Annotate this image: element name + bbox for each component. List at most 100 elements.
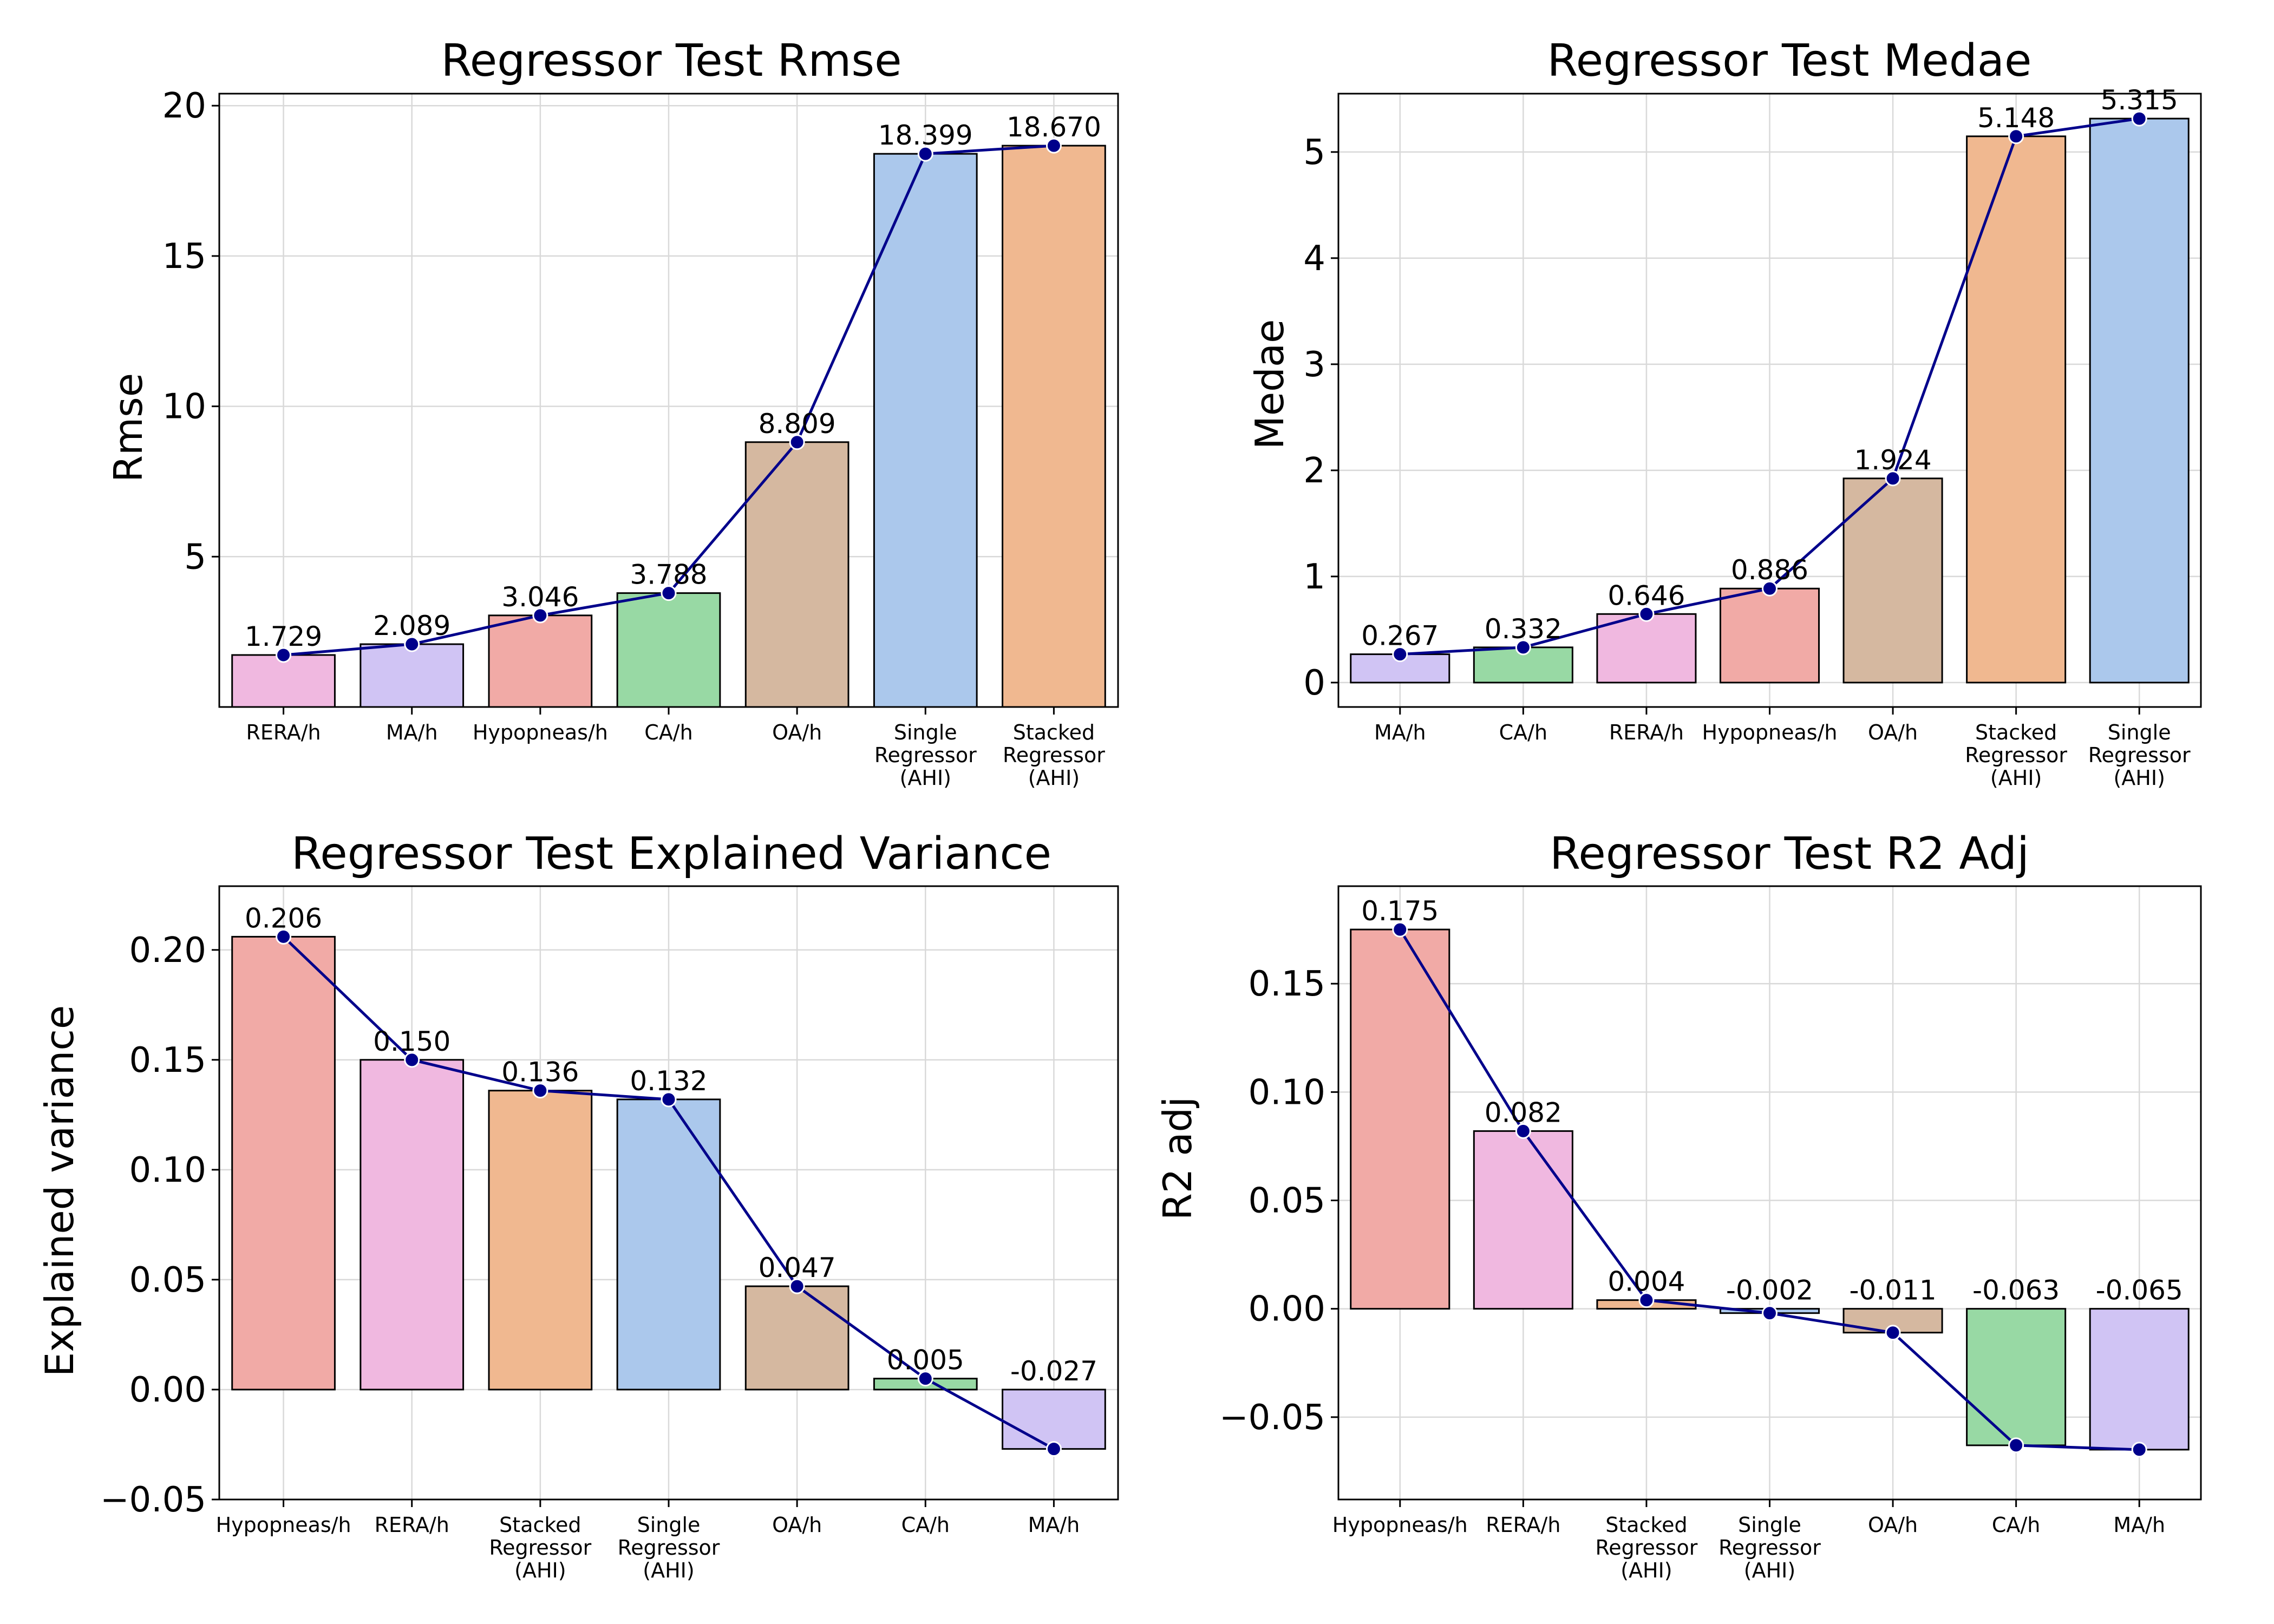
y-axis-label: Rmse xyxy=(106,373,151,482)
data-label: 5.315 xyxy=(2101,84,2178,116)
data-label: 0.082 xyxy=(1485,1097,1562,1128)
x-tick-label-line: Regressor xyxy=(489,1536,591,1560)
series-marker xyxy=(1515,1123,1531,1139)
series-marker xyxy=(789,434,805,450)
series-marker xyxy=(917,146,933,162)
x-tick-label-line: (AHI) xyxy=(643,1558,694,1582)
data-label: 0.005 xyxy=(887,1345,964,1376)
series-marker xyxy=(276,647,292,663)
x-tick-label: RERA/h xyxy=(246,721,321,744)
y-tick-label: 3 xyxy=(1303,345,1325,385)
series-marker xyxy=(1762,1305,1778,1321)
x-tick-label: MA/h xyxy=(2113,1513,2165,1537)
chart-medae: Regressor Test Medae Medae 0.267 0.332 0.6… xyxy=(1247,35,2202,790)
x-tick-label-line: Single xyxy=(1738,1513,1801,1537)
x-tick-label: Hypopneas/h xyxy=(473,721,608,744)
y-axis-label: R2 adj xyxy=(1155,1097,1200,1221)
data-label: 0.886 xyxy=(1731,554,1808,586)
x-tick-label: Stacked Regressor (AHI) xyxy=(1965,721,2067,790)
y-axis-label: Explained variance xyxy=(37,1005,82,1377)
data-label: -0.063 xyxy=(1972,1275,2060,1306)
chart-title: Regressor Test Medae xyxy=(1547,35,2031,87)
series-marker xyxy=(1885,470,1901,487)
x-tick-label-line: Regressor xyxy=(2088,743,2191,767)
bar xyxy=(2089,117,2190,684)
y-tick-label: 0.20 xyxy=(129,931,207,971)
y-tick-label: 0.15 xyxy=(1249,964,1326,1004)
x-tick-label: RERA/h xyxy=(1486,1513,1560,1537)
chart-r2-adj: Regressor Test R2 Adj R2 adj 0.175 0.082 0… xyxy=(1155,828,2202,1582)
series-marker xyxy=(1762,580,1778,597)
bar xyxy=(1473,1130,1573,1310)
x-tick-label-line: CA/h xyxy=(644,721,692,744)
x-tick-label-line: (AHI) xyxy=(2113,766,2165,790)
series-marker xyxy=(661,1091,677,1108)
y-tick-label: 1 xyxy=(1303,557,1325,597)
bar xyxy=(1002,145,1106,708)
y-tick-label: 0.15 xyxy=(129,1040,207,1081)
x-tick-label-line: CA/h xyxy=(1992,1513,2040,1537)
x-tick-label-line: Hypopneas/h xyxy=(1332,1513,1468,1537)
series-marker xyxy=(2131,110,2147,127)
bar xyxy=(1842,477,1943,684)
x-tick-label: OA/h xyxy=(1868,1513,1918,1537)
series-marker xyxy=(661,585,677,601)
bar xyxy=(488,614,593,708)
x-tick-label-line: (AHI) xyxy=(1744,1558,1795,1582)
x-tick-label-line: (AHI) xyxy=(1028,766,1080,790)
x-tick-label: Single Regressor (AHI) xyxy=(874,721,977,790)
x-tick-label-line: RERA/h xyxy=(246,721,321,744)
x-tick-label-line: MA/h xyxy=(1374,721,1426,744)
x-tick-label: OA/h xyxy=(772,721,822,744)
bar xyxy=(1966,1308,2067,1446)
x-tick-label-line: (AHI) xyxy=(1990,766,2042,790)
series-marker xyxy=(2008,128,2024,145)
data-label: 0.132 xyxy=(630,1065,707,1097)
x-tick-label: CA/h xyxy=(1992,1513,2040,1537)
data-label: 0.332 xyxy=(1485,613,1562,645)
data-label: 2.089 xyxy=(373,610,450,641)
y-tick-label: 0.05 xyxy=(1249,1181,1326,1221)
chart-title: Regressor Test Explained Variance xyxy=(291,828,1051,880)
x-tick-label-line: RERA/h xyxy=(1486,1513,1560,1537)
series-marker xyxy=(2131,1442,2147,1458)
x-tick-label-line: Stacked xyxy=(499,1513,581,1537)
bar xyxy=(744,441,850,708)
bar xyxy=(488,1090,593,1391)
series-marker xyxy=(404,1052,420,1068)
x-tick-label-line: Hypopneas/h xyxy=(216,1513,351,1537)
data-label: 18.670 xyxy=(1007,112,1101,143)
x-tick-label: RERA/h xyxy=(1609,721,1684,744)
x-tick-label: Hypopneas/h xyxy=(1702,721,1838,744)
data-label: 0.175 xyxy=(1361,895,1439,927)
data-label: 0.150 xyxy=(373,1026,450,1057)
data-label: 8.809 xyxy=(759,408,836,440)
data-label: -0.002 xyxy=(1726,1275,1813,1306)
chart-title: Regressor Test Rmse xyxy=(441,35,901,87)
bar xyxy=(1596,613,1697,684)
bar xyxy=(360,643,465,708)
x-tick-label-line: Single xyxy=(2108,721,2171,744)
data-label: 0.136 xyxy=(501,1057,579,1088)
x-tick-label-line: RERA/h xyxy=(375,1513,449,1537)
bar xyxy=(616,1098,721,1391)
y-tick-label: 0.00 xyxy=(129,1370,207,1410)
x-tick-label-line: Hypopneas/h xyxy=(1702,721,1838,744)
series-marker xyxy=(2008,1437,2024,1453)
x-tick-label-line: Single xyxy=(894,721,957,744)
y-tick-label: 4 xyxy=(1303,239,1325,279)
bars xyxy=(1350,928,2190,1451)
x-tick-label: Single Regressor (AHI) xyxy=(2088,721,2191,790)
bar xyxy=(1719,587,1820,684)
x-tick-label-line: RERA/h xyxy=(1609,721,1684,744)
y-tick-label: 10 xyxy=(162,387,206,427)
bar xyxy=(231,935,336,1391)
x-tick-label-line: (AHI) xyxy=(900,766,951,790)
chart-rmse: Regressor Test Rmse Rmse 1.729 2.089 3.046… xyxy=(106,35,1119,790)
series-marker xyxy=(1045,1441,1062,1457)
x-tick-label: MA/h xyxy=(1374,721,1426,744)
x-tick-label: CA/h xyxy=(644,721,692,744)
x-tick-label: Hypopneas/h xyxy=(216,1513,351,1537)
data-label: 3.788 xyxy=(630,559,707,591)
series-marker xyxy=(1045,137,1062,154)
